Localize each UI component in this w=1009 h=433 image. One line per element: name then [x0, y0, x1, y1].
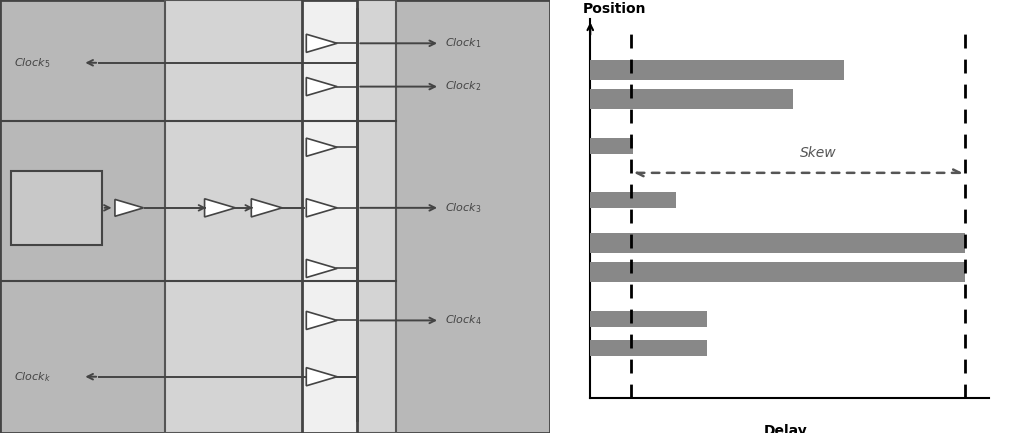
Polygon shape — [307, 259, 337, 278]
Bar — [590, 192, 676, 208]
Text: Position: Position — [582, 2, 646, 16]
Polygon shape — [251, 199, 283, 217]
Text: Clock$_2$: Clock$_2$ — [445, 80, 482, 94]
FancyBboxPatch shape — [11, 171, 102, 245]
Polygon shape — [115, 199, 143, 216]
Bar — [165, 0, 396, 433]
Text: Clock$_k$: Clock$_k$ — [14, 370, 50, 384]
Bar — [590, 311, 707, 327]
Text: Delay: Delay — [764, 424, 807, 433]
Text: Clock$_5$: Clock$_5$ — [14, 56, 50, 70]
Bar — [303, 0, 357, 433]
Bar — [590, 89, 793, 109]
Bar — [590, 340, 707, 356]
Bar — [590, 60, 845, 80]
Text: Clock$_1$: Clock$_1$ — [445, 36, 482, 50]
Polygon shape — [307, 311, 337, 330]
Polygon shape — [307, 34, 337, 52]
Bar — [590, 138, 634, 154]
Polygon shape — [307, 368, 337, 386]
Text: Clock$_3$: Clock$_3$ — [445, 201, 482, 215]
Text: Clock$_4$: Clock$_4$ — [445, 313, 482, 327]
Polygon shape — [307, 78, 337, 96]
Text: Skew: Skew — [799, 146, 836, 160]
Polygon shape — [307, 138, 337, 156]
Bar — [590, 262, 966, 282]
Bar — [590, 233, 966, 253]
Polygon shape — [307, 199, 337, 217]
Text: Clock
Generator: Clock Generator — [30, 197, 83, 217]
Polygon shape — [205, 199, 235, 217]
